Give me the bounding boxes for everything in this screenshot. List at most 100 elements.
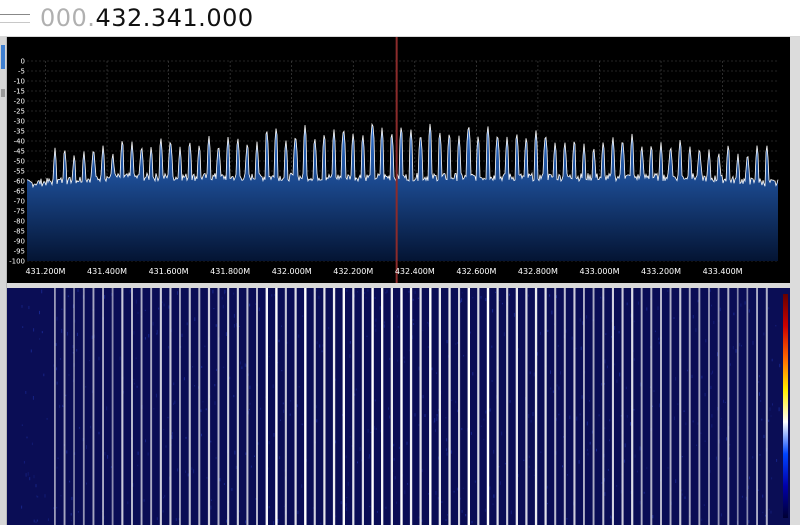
waterfall-plot[interactable] — [7, 288, 790, 525]
waterfall-line — [207, 288, 211, 525]
waterfall-line — [698, 288, 701, 525]
waterfall-line — [563, 288, 566, 525]
waterfall-line — [236, 288, 239, 525]
spectrum-trace — [26, 122, 779, 189]
waterfall-line — [169, 288, 172, 525]
sdr-display-panel: 0 -5 -10 -15 -20 -25 -30 -35 -40 -45 -50 -55 -60 -65 -… — [7, 37, 790, 525]
waterfall-line — [611, 288, 614, 525]
waterfall-line — [409, 288, 413, 525]
waterfall-line — [332, 288, 336, 525]
waterfall-line — [486, 288, 490, 525]
frequency-value[interactable]: 432.341.000 — [95, 4, 254, 32]
x-tick-label: 432.400M — [395, 267, 435, 276]
waterfall-line — [534, 288, 538, 525]
y-tick-label: -70 — [14, 198, 25, 206]
menu-dash-icon-secondary — [0, 22, 30, 23]
left-sidebar-strip[interactable] — [0, 37, 7, 525]
waterfall-line — [679, 288, 682, 525]
y-tick-label: -75 — [14, 208, 25, 216]
x-tick-label: 431.400M — [87, 267, 127, 276]
y-tick-label: -95 — [14, 248, 25, 256]
sidebar-handle-active[interactable] — [1, 45, 5, 69]
waterfall-line — [717, 288, 720, 525]
waterfall-line — [583, 288, 585, 525]
y-tick-label: -80 — [14, 218, 25, 226]
waterfall-line — [265, 288, 268, 525]
y-tick-label: -65 — [14, 188, 25, 196]
x-tick-label: 431.200M — [25, 267, 65, 276]
waterfall-background — [7, 288, 790, 525]
waterfall-line — [217, 288, 220, 525]
x-tick-label: 432.600M — [456, 267, 496, 276]
right-scrollbar[interactable] — [789, 37, 800, 525]
waterfall-line — [371, 288, 374, 525]
x-tick-label: 433.200M — [641, 267, 681, 276]
waterfall-line — [688, 288, 691, 525]
y-tick-label: -35 — [14, 128, 25, 136]
waterfall-line — [506, 288, 509, 525]
y-tick-label: -55 — [14, 168, 25, 176]
waterfall-line — [727, 288, 730, 525]
spectrum-plot[interactable]: 0 -5 -10 -15 -20 -25 -30 -35 -40 -45 -50 -55 -60 -65 -… — [7, 37, 790, 283]
y-tick-label: 0 — [21, 58, 25, 66]
waterfall-cursor-band — [395, 288, 398, 525]
y-tick-label: -90 — [14, 238, 25, 246]
waterfall-line — [361, 288, 364, 525]
waterfall-line — [438, 288, 441, 525]
waterfall-line — [756, 288, 758, 525]
waterfall-line — [179, 288, 181, 525]
x-tick-label: 432.800M — [518, 267, 558, 276]
waterfall-line — [294, 288, 297, 525]
colorbar — [783, 294, 788, 518]
waterfall-line — [256, 288, 258, 525]
waterfall-line — [82, 288, 85, 525]
waterfall-line — [284, 288, 287, 525]
waterfall-line — [496, 288, 499, 525]
y-tick-label: -85 — [14, 228, 25, 236]
y-tick-label: -45 — [14, 148, 25, 156]
waterfall-line — [275, 288, 278, 525]
waterfall-line — [660, 288, 662, 525]
y-tick-label: -20 — [14, 98, 25, 106]
waterfall-line — [54, 288, 56, 525]
waterfall-line — [736, 288, 739, 525]
waterfall-line — [102, 288, 104, 525]
frequency-leading-digits[interactable]: 000. — [40, 4, 96, 32]
waterfall-line — [188, 288, 191, 525]
waterfall-line — [390, 288, 393, 525]
panel-splitter[interactable] — [7, 283, 790, 288]
y-tick-label: -60 — [14, 178, 25, 186]
waterfall-line — [159, 288, 162, 525]
waterfall-line — [198, 288, 201, 525]
x-tick-label: 431.800M — [210, 267, 250, 276]
waterfall-line — [419, 288, 422, 525]
waterfall-line — [313, 288, 316, 525]
x-tick-label: 433.000M — [579, 267, 619, 276]
waterfall-line — [631, 288, 634, 525]
x-tick-label: 432.000M — [272, 267, 312, 276]
y-tick-label: -50 — [14, 158, 25, 166]
menu-dash-icon — [0, 14, 30, 15]
waterfall-line — [573, 288, 576, 525]
waterfall-line — [227, 288, 230, 525]
waterfall-line — [304, 288, 307, 525]
x-tick-label: 432.200M — [333, 267, 373, 276]
waterfall-line — [150, 288, 153, 525]
waterfall-line — [544, 288, 547, 525]
waterfall-line — [525, 288, 528, 525]
waterfall-line — [342, 288, 345, 525]
waterfall-line — [765, 288, 768, 525]
waterfall-line — [554, 288, 557, 525]
waterfall-line — [650, 288, 653, 525]
sidebar-handle[interactable] — [1, 89, 5, 97]
waterfall-line — [669, 288, 672, 525]
y-tick-label: -40 — [14, 138, 25, 146]
frequency-display[interactable]: 000.432.341.000 — [40, 2, 254, 34]
waterfall-line — [448, 288, 451, 525]
waterfall-line — [352, 288, 355, 525]
waterfall-line — [381, 288, 384, 525]
waterfall-line — [467, 288, 470, 525]
y-tick-label: -30 — [14, 118, 25, 126]
waterfall-line — [640, 288, 643, 525]
waterfall-line — [121, 288, 124, 525]
